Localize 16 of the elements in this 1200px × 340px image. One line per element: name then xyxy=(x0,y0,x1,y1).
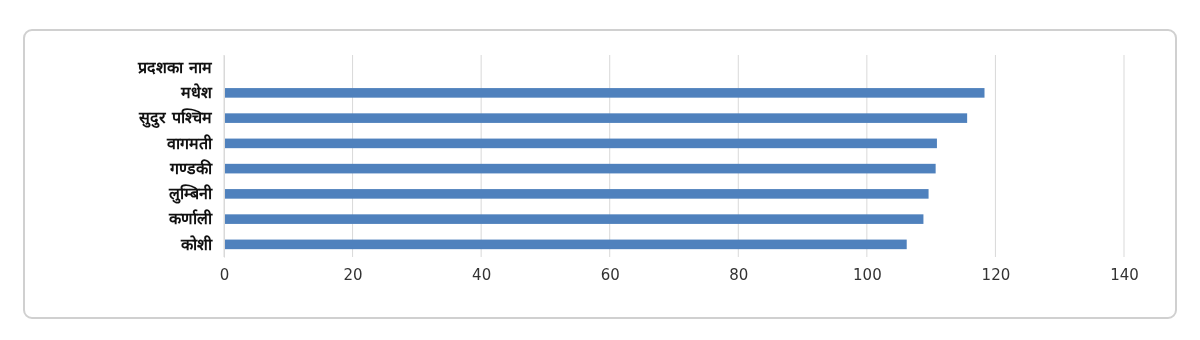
x-tick-label: 140 xyxy=(1110,265,1139,284)
x-tick-label: 60 xyxy=(600,265,620,284)
y-tick-label: प्रदशका नाम xyxy=(137,57,213,77)
y-tick-label: कोशी xyxy=(180,234,213,254)
y-tick-label: मधेश xyxy=(180,83,213,102)
x-tick-label: 80 xyxy=(729,265,749,284)
y-tick-label: सुदुर पश्चिम xyxy=(138,108,213,129)
x-tick-label: 20 xyxy=(343,265,363,284)
y-tick-label: कर्णाली xyxy=(168,209,213,229)
y-tick-label: गण्डकी xyxy=(169,158,213,178)
x-tick-label: 120 xyxy=(981,265,1011,284)
x-tick-label: 100 xyxy=(853,265,882,284)
x-tick-label: 0 xyxy=(219,265,230,284)
x-tick-label: 40 xyxy=(472,265,492,284)
y-tick-label: वागमती xyxy=(166,133,213,153)
y-tick-label: लुम्बिनी xyxy=(168,183,213,204)
